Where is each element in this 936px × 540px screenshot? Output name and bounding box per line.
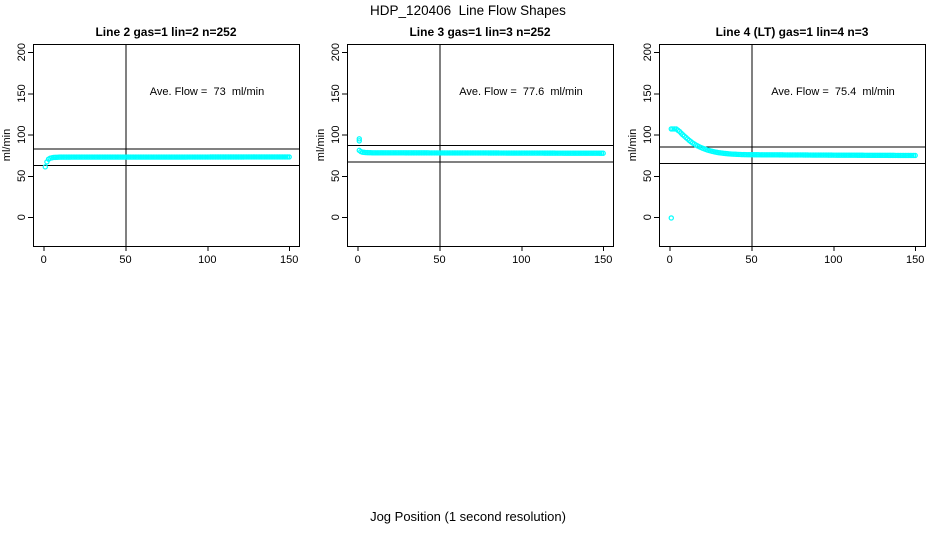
panel-2-ave-flow-annotation: Ave. Flow = 77.6 ml/min xyxy=(459,86,583,98)
x-tick-label: 0 xyxy=(667,254,673,266)
panel-3-title: Line 4 (LT) gas=1 lin=4 n=3 xyxy=(715,25,869,39)
y-tick-label: 0 xyxy=(330,214,342,220)
y-tick-label: 50 xyxy=(16,170,28,182)
x-axis-title: Jog Position (1 second resolution) xyxy=(370,509,566,524)
panel-3-y-axis-label: ml/min xyxy=(627,128,639,162)
y-tick-label: 50 xyxy=(330,170,342,182)
x-tick-label: 50 xyxy=(745,254,757,266)
y-tick-label: 150 xyxy=(16,84,28,102)
y-tick-label: 150 xyxy=(330,84,342,102)
plot-box xyxy=(33,44,300,247)
y-tick-label: 150 xyxy=(642,84,654,102)
y-tick-label: 100 xyxy=(330,126,342,144)
panel-2-title: Line 3 gas=1 lin=3 n=252 xyxy=(409,25,551,39)
data-point xyxy=(600,150,606,156)
x-tick-label: 0 xyxy=(355,254,361,266)
panel-1-title: Line 2 gas=1 lin=2 n=252 xyxy=(95,25,237,39)
y-tick-label: 0 xyxy=(642,214,654,220)
data-point xyxy=(912,152,918,159)
panel-1-y-axis-label: ml/min xyxy=(1,128,13,162)
y-tick-label: 50 xyxy=(642,170,654,182)
outlier-data-point xyxy=(668,215,674,221)
panel-3-ave-flow-annotation: Ave. Flow = 75.4 ml/min xyxy=(771,86,895,98)
outlier-data-point xyxy=(356,136,362,142)
panel-2-y-axis-label: ml/min xyxy=(315,128,327,162)
data-point xyxy=(42,164,48,170)
x-tick-label: 150 xyxy=(280,254,298,266)
y-tick-label: 100 xyxy=(16,126,28,144)
y-tick-label: 100 xyxy=(642,126,654,144)
x-tick-label: 150 xyxy=(906,254,924,266)
y-tick-label: 200 xyxy=(330,43,342,61)
y-tick-label: 200 xyxy=(16,43,28,61)
x-tick-label: 100 xyxy=(824,254,842,266)
outlier-data-point xyxy=(356,138,362,144)
x-tick-label: 50 xyxy=(119,254,131,266)
x-tick-label: 50 xyxy=(433,254,445,266)
x-tick-label: 100 xyxy=(512,254,530,266)
figure-title: HDP_120406 Line Flow Shapes xyxy=(370,3,566,18)
x-tick-label: 0 xyxy=(41,254,47,266)
x-tick-label: 100 xyxy=(198,254,216,266)
plot-box xyxy=(659,44,926,247)
data-point xyxy=(286,154,292,160)
x-tick-label: 150 xyxy=(594,254,612,266)
y-tick-label: 200 xyxy=(642,43,654,61)
y-tick-label: 0 xyxy=(16,214,28,220)
panel-1-ave-flow-annotation: Ave. Flow = 73 ml/min xyxy=(149,86,265,98)
